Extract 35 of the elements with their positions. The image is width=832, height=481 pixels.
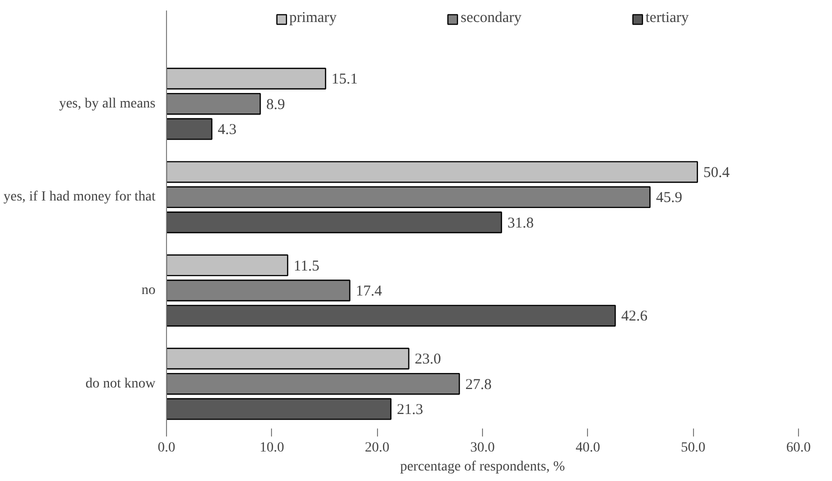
x-tick-label: 20.0 (364, 440, 390, 456)
data-label: 15.1 (332, 72, 358, 88)
y-tick-label: no (142, 283, 156, 298)
data-label: 50.4 (703, 164, 730, 181)
bar (166, 68, 326, 90)
legend-label: primary (289, 10, 337, 27)
bar (166, 118, 212, 140)
bar (166, 398, 392, 420)
data-label: 23.0 (414, 352, 442, 368)
data-label: 45.9 (656, 190, 682, 206)
data-label: 21.3 (396, 402, 424, 418)
x-tick-label: 10.0 (260, 440, 284, 456)
y-tick-label: do not know (86, 376, 156, 392)
x-axis-title: percentage of respondents, % (400, 460, 566, 474)
x-tick-label: 40.0 (576, 440, 600, 456)
bar (166, 304, 616, 327)
data-label: 27.8 (465, 376, 492, 393)
legend-label: tertiary (645, 10, 689, 27)
data-label: 31.8 (507, 215, 534, 232)
bar (166, 212, 502, 234)
data-label: 4.3 (218, 122, 237, 138)
data-label: 11.5 (294, 258, 320, 274)
x-tick-label: 60.0 (786, 440, 811, 456)
bar (166, 161, 698, 183)
x-tick-label: 30.0 (470, 440, 495, 456)
data-label: 42.6 (621, 308, 648, 325)
x-tick-label: 0.0 (158, 440, 176, 456)
data-label: 17.4 (356, 284, 383, 300)
x-tick-label: 50.0 (680, 440, 706, 456)
y-tick-label: yes, by all means (59, 96, 156, 112)
data-label: 8.9 (266, 96, 285, 113)
bar (166, 348, 410, 370)
legend-label: secondary (460, 10, 522, 27)
bar (166, 254, 288, 276)
y-tick-label: yes, if I had money for that (3, 190, 156, 205)
